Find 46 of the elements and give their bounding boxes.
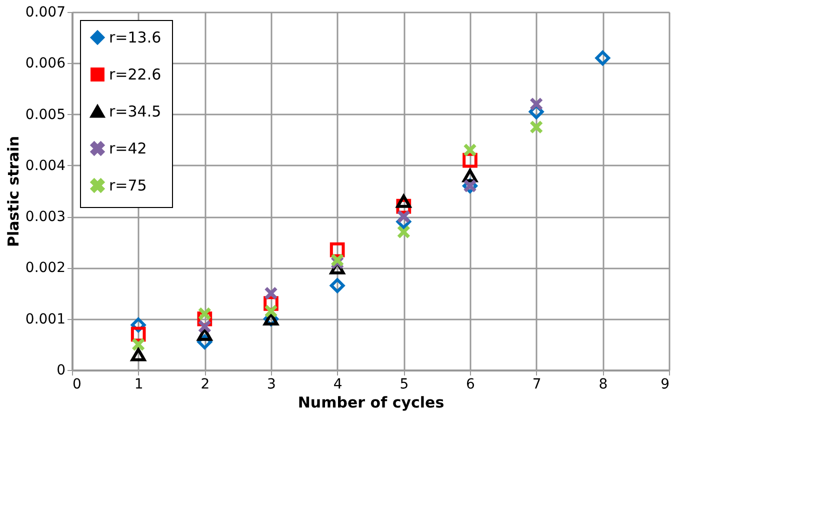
point [264,286,278,300]
x-axis-title: Number of cycles [298,394,444,412]
x-tick-label: 4 [333,376,342,392]
legend-label: r=75 [109,176,147,194]
y-tick-label: 0.005 [25,106,66,123]
x-tick-label: 0 [72,376,82,392]
point [331,254,344,266]
point [330,278,345,294]
x-tick-label: 5 [400,376,409,392]
legend-label: r=13.6 [109,28,162,46]
x-tick-label: 9 [660,376,670,392]
point [330,242,345,258]
legend-label: r=22.6 [109,66,162,84]
x-tick-label: 3 [267,376,276,392]
point [396,214,412,230]
point [264,296,278,311]
x-tick-label: 8 [598,376,608,392]
y-tick-label: 0.004 [25,158,66,174]
point [396,194,412,208]
x-tick-label: 6 [466,376,476,392]
y-tick-label: 0.007 [25,4,66,20]
legend-label: r=42 [109,140,147,158]
point [530,98,543,110]
point [198,320,211,333]
point [530,120,543,134]
y-tick-label: 0.006 [25,56,66,72]
point [464,144,476,156]
point [132,338,145,351]
point [462,169,478,182]
x-tick-label: 1 [134,376,144,392]
y-tick-label: 0 [56,362,66,378]
point [198,307,211,320]
y-tick-label: 0.002 [25,260,66,276]
point [595,50,610,66]
point [130,348,146,362]
point [130,326,146,342]
point [197,311,212,326]
x-tick-label: 7 [532,376,542,392]
y-axis-title: Plastic strain [4,136,22,248]
point [462,152,478,168]
y-tick-label: 0.001 [25,311,66,328]
point [197,328,212,341]
y-tick-label: 0.003 [25,209,66,226]
point [397,226,410,238]
legend-label: r=34.5 [109,102,162,120]
x-tick-label: 2 [200,376,210,392]
